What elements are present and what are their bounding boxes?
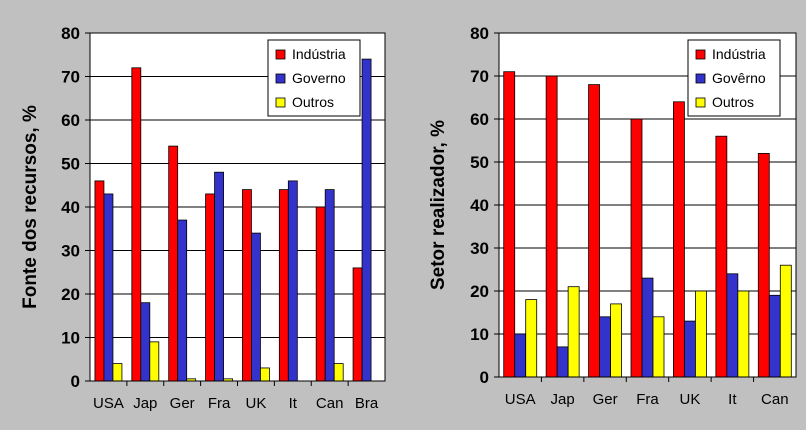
legend-label-governo: Governo bbox=[292, 70, 346, 86]
x-tick-label: Ger bbox=[593, 391, 618, 408]
x-tick-label: UK bbox=[246, 395, 267, 412]
bar-industria-uk bbox=[673, 101, 685, 378]
bar-governo-can bbox=[768, 294, 781, 378]
x-tick-label: Bra bbox=[355, 395, 379, 412]
y-tick-label: 60 bbox=[61, 111, 80, 130]
x-tick-label: UK bbox=[680, 391, 701, 408]
legend-label-industria: Indústria bbox=[292, 46, 346, 62]
bar-industria-fra bbox=[205, 193, 215, 382]
legend-swatch-governo bbox=[695, 73, 706, 84]
x-tick-label: USA bbox=[93, 395, 124, 412]
x-tick-label: Jap bbox=[133, 395, 157, 412]
bar-industria-can bbox=[757, 152, 770, 378]
x-tick-label: It bbox=[728, 391, 737, 408]
legend-swatch-governo bbox=[275, 73, 286, 84]
bar-governo-uk bbox=[684, 320, 696, 378]
bar-governo-it bbox=[287, 180, 298, 382]
bar-industria-can bbox=[315, 206, 326, 382]
legend-swatch-industria bbox=[275, 49, 286, 60]
bar-industria-usa bbox=[94, 180, 105, 382]
y-tick-label: 40 bbox=[470, 196, 489, 215]
bar-governo-jap bbox=[556, 346, 569, 378]
y-tick-label: 10 bbox=[61, 329, 80, 348]
plot-frame bbox=[498, 32, 797, 378]
bar-outros-jap bbox=[149, 341, 160, 382]
bar-governo-fra bbox=[214, 171, 224, 382]
legend-swatch-industria bbox=[695, 49, 706, 60]
chart-funding-source: 0 10 20 30 40 50 60 70 80 Fonte dos recursos, % US… bbox=[20, 24, 386, 412]
bar-outros-can bbox=[779, 264, 792, 378]
x-tick-label: Jap bbox=[551, 391, 575, 408]
legend: Indústria Govêrno Outros bbox=[687, 39, 781, 117]
y-tick-label: 30 bbox=[61, 242, 80, 261]
bar-industria-jap bbox=[131, 67, 142, 382]
bar-outros-fra bbox=[652, 316, 665, 378]
y-tick-label: 70 bbox=[470, 67, 489, 86]
bar-governo-can bbox=[324, 189, 335, 382]
bar-governo-usa bbox=[514, 333, 527, 378]
bar-outros-jap bbox=[567, 286, 580, 378]
plot-frame bbox=[89, 32, 386, 382]
bar-industria-bra bbox=[352, 267, 363, 382]
x-tick-label: Can bbox=[761, 391, 789, 408]
y-tick-label: 0 bbox=[480, 368, 489, 387]
legend: Indústria Governo Outros bbox=[267, 39, 361, 117]
y-tick-label: 0 bbox=[71, 372, 80, 391]
x-tick-label: Fra bbox=[636, 391, 659, 408]
legend-label-outros: Outros bbox=[292, 94, 334, 110]
y-tick-label: 60 bbox=[470, 110, 489, 129]
y-tick-label: 80 bbox=[61, 24, 80, 43]
y-tick-label: 80 bbox=[470, 24, 489, 43]
bar-governo-it bbox=[726, 273, 739, 378]
y-axis-label: Fonte dos recursos, % bbox=[20, 105, 41, 309]
legend-label-outros: Outros bbox=[712, 94, 754, 110]
y-tick-label: 30 bbox=[470, 239, 489, 258]
bar-industria-fra bbox=[630, 118, 643, 378]
legend-swatch-outros bbox=[695, 97, 706, 108]
y-axis-label: Setor realizador, % bbox=[428, 120, 449, 290]
bar-outros-uk bbox=[260, 367, 270, 382]
x-tick-label: Fra bbox=[208, 395, 231, 412]
bar-outros-usa bbox=[525, 299, 538, 378]
bar-outros-uk bbox=[695, 290, 707, 378]
bar-governo-uk bbox=[251, 232, 261, 382]
legend-label-industria: Indústria bbox=[712, 46, 766, 62]
x-tick-label: It bbox=[289, 395, 298, 412]
legend-label-governo: Govêrno bbox=[712, 70, 766, 86]
bar-governo-usa bbox=[103, 193, 114, 382]
bar-industria-it bbox=[715, 135, 728, 378]
bar-industria-it bbox=[278, 189, 289, 382]
bar-industria-ger bbox=[588, 84, 600, 378]
bar-governo-fra bbox=[641, 277, 654, 378]
bar-outros-usa bbox=[112, 363, 123, 382]
y-tick-label: 40 bbox=[61, 198, 80, 217]
x-tick-label: USA bbox=[505, 391, 536, 408]
bar-industria-ger bbox=[168, 145, 179, 382]
y-tick-label: 10 bbox=[470, 325, 489, 344]
bar-governo-ger bbox=[599, 316, 611, 378]
bar-outros-ger bbox=[610, 303, 622, 378]
bar-industria-jap bbox=[545, 75, 558, 378]
bar-governo-ger bbox=[177, 219, 188, 382]
y-tick-label: 50 bbox=[470, 153, 489, 172]
chart-performing-sector: 0 10 20 30 40 50 60 70 80 Setor realizador, % USA J… bbox=[428, 24, 797, 408]
bar-outros-it bbox=[737, 290, 750, 378]
bar-industria-uk bbox=[242, 189, 252, 382]
bar-industria-usa bbox=[503, 71, 516, 378]
y-tick-label: 20 bbox=[470, 282, 489, 301]
bar-governo-jap bbox=[140, 302, 151, 382]
y-tick-label: 70 bbox=[61, 68, 80, 87]
y-tick-label: 50 bbox=[61, 155, 80, 174]
bar-governo-bra bbox=[361, 58, 372, 382]
y-tick-label: 20 bbox=[61, 285, 80, 304]
x-tick-label: Can bbox=[316, 395, 344, 412]
legend-swatch-outros bbox=[275, 97, 286, 108]
x-tick-label: Ger bbox=[170, 395, 195, 412]
bar-outros-can bbox=[333, 363, 344, 382]
